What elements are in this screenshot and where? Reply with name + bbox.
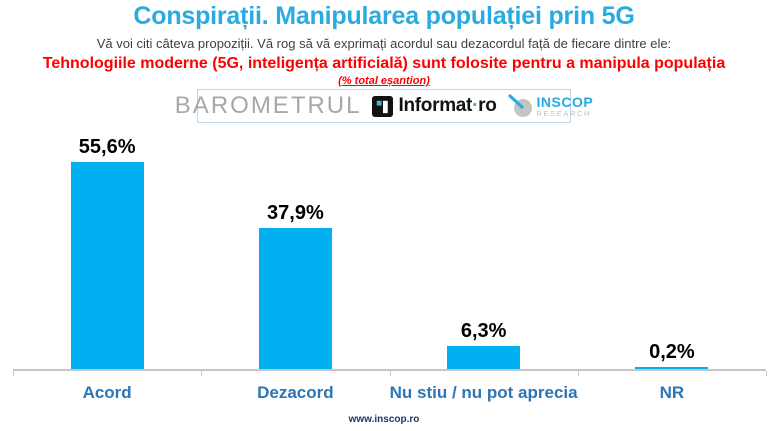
survey-instruction-text: Vă voi citi câteva propoziții. Vă rog să… xyxy=(96,36,672,51)
bar-group: 55,6% xyxy=(13,136,201,369)
x-axis-tick xyxy=(201,371,203,376)
inscop-wordmark: INSCOP RESEARCH xyxy=(536,93,594,118)
survey-question-text: Tehnologiile moderne (5G, inteligența ar… xyxy=(42,55,726,72)
informat-wordmark: Informat·ro xyxy=(398,95,497,116)
x-axis-tick xyxy=(389,371,391,376)
bar-chart: 55,6% 37,9% 6,3% 0,2% xyxy=(0,130,768,369)
inscop-compass-icon xyxy=(507,93,535,120)
bar-group: 6,3% xyxy=(390,320,578,369)
category-label: NR xyxy=(659,383,685,402)
x-axis-line xyxy=(13,369,766,371)
informat-logo: Informat·ro xyxy=(372,95,497,117)
category-label: Nu stiu / nu pot aprecia xyxy=(389,383,578,402)
x-axis-tick xyxy=(577,371,579,376)
bar xyxy=(258,228,332,369)
bar xyxy=(70,162,144,369)
bar-value-label: 6,3% xyxy=(460,320,507,342)
bar-group: 37,9% xyxy=(201,202,389,369)
sample-note: (% total eșantion) xyxy=(338,75,430,87)
x-axis-tick xyxy=(13,371,14,376)
logo-strip: BAROMETRUL Informat·ro INSCOP RESEARCH xyxy=(175,89,593,123)
bar-value-label: 55,6% xyxy=(78,136,136,158)
informat-icon xyxy=(372,95,394,117)
bar-value-label: 0,2% xyxy=(649,341,695,363)
barometrul-logo: BAROMETRUL xyxy=(174,92,362,119)
page-title: Conspirații. Manipularea populației prin… xyxy=(133,2,635,30)
source-url: www.inscop.ro xyxy=(348,414,420,425)
bar xyxy=(447,346,521,369)
category-label: Acord xyxy=(82,383,132,402)
bar xyxy=(635,367,709,369)
x-axis-tick xyxy=(766,371,767,376)
bar-value-label: 37,9% xyxy=(267,202,324,224)
bar-group: 0,2% xyxy=(578,341,766,369)
category-label: Dezacord xyxy=(257,383,334,402)
inscop-logo: INSCOP RESEARCH xyxy=(507,93,594,120)
